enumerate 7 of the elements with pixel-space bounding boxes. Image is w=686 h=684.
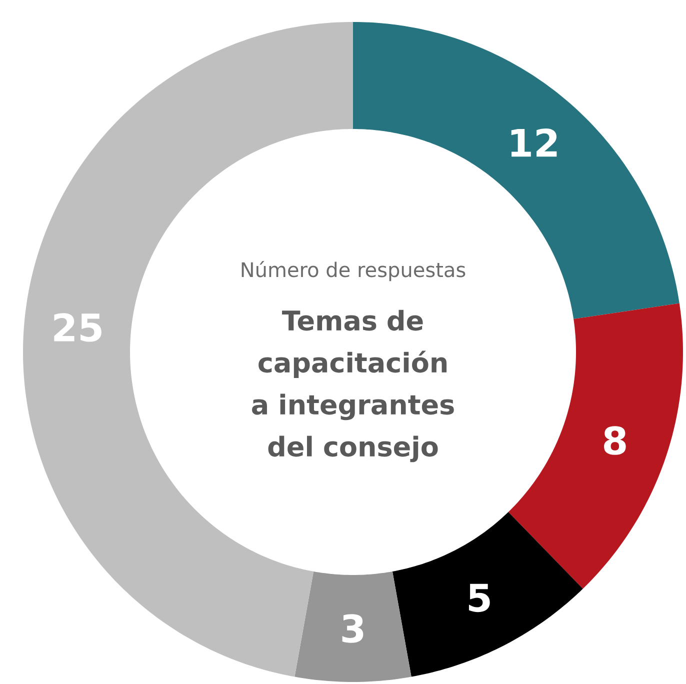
data-label: 25 xyxy=(54,313,102,342)
data-label: 8 xyxy=(604,426,626,455)
data-label: 12 xyxy=(511,128,557,157)
text: Número de respuestas xyxy=(242,260,466,282)
text: Temas de capacitación a integrantes del consejo xyxy=(252,310,454,462)
data-label: 5 xyxy=(468,584,490,612)
data-label: 3 xyxy=(342,614,364,643)
